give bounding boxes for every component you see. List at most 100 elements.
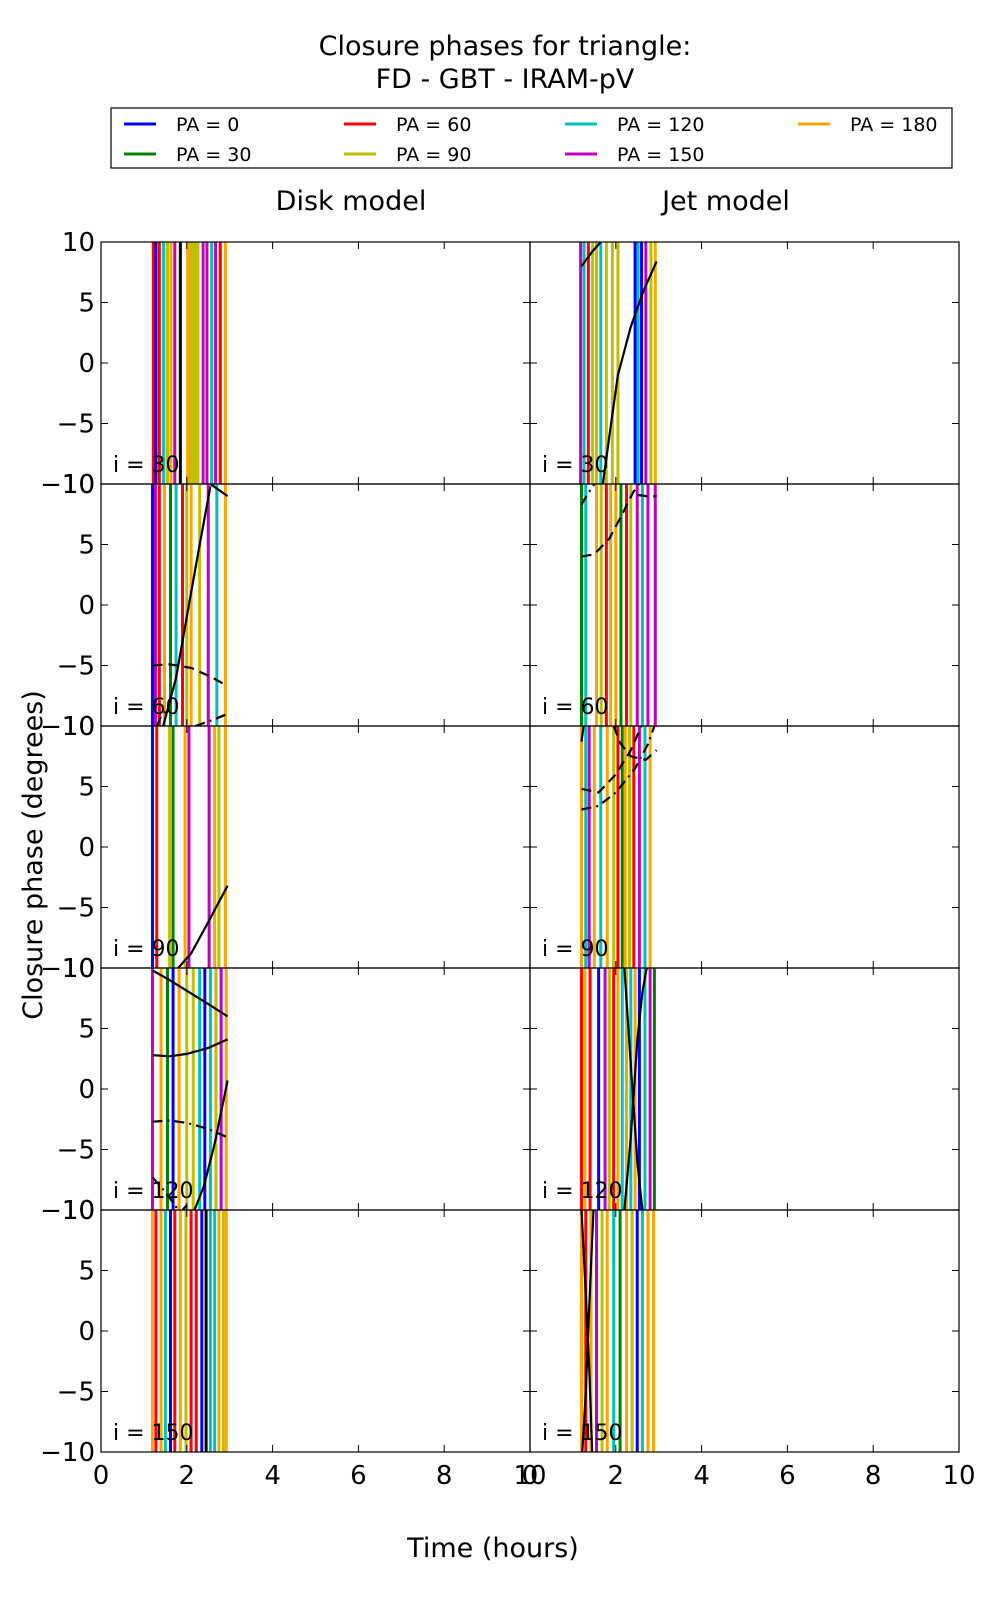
panel-jet-5: 0 2 4 6 8 10 i = 150 — [522, 1209, 976, 1491]
plot-area — [579, 1210, 656, 1452]
x-tick-label: 6 — [779, 1461, 796, 1491]
x-tick-label: 4 — [693, 1461, 710, 1491]
legend-entry: PA = 60 — [344, 114, 471, 136]
y-tick-label: −5 — [57, 894, 95, 924]
panel-jet-3: i = 90 — [529, 725, 960, 969]
y-tick-label: −10 — [40, 954, 95, 984]
panel-jet-4: i = 120 — [529, 967, 960, 1211]
panel-frame — [100, 725, 531, 969]
panel-disk-2: −10 −5 0 5 10 i = 60 — [40, 470, 531, 742]
y-tick-label: 0 — [78, 1317, 95, 1347]
phase-curve — [181, 1204, 188, 1210]
y-tick-label: −10 — [40, 712, 95, 742]
column-title-disk: Disk model — [276, 186, 427, 217]
x-tick-label: 6 — [350, 1461, 367, 1491]
y-axis-label: Closure phase (degrees) — [18, 690, 49, 1020]
inclination-label: i = 60 — [113, 695, 180, 720]
panels: −10 −5 0 5 10 i = 30 i = 30 −10 −5 0 5 10 i = 60 i = … — [40, 228, 975, 1491]
plot-area — [579, 726, 658, 968]
plot-area — [579, 968, 656, 1210]
y-tick-label: 0 — [78, 349, 95, 379]
x-tick-label: 2 — [179, 1461, 196, 1491]
panel-jet-1: i = 30 — [529, 241, 960, 485]
panel-jet-2: i = 60 — [529, 483, 960, 727]
x-tick-label: 0 — [93, 1461, 110, 1491]
legend-entry: PA = 120 — [565, 114, 705, 136]
legend-label: PA = 60 — [396, 114, 471, 136]
inclination-label: i = 150 — [113, 1421, 194, 1446]
phase-curve — [580, 726, 585, 742]
x-tick-label: 8 — [865, 1461, 882, 1491]
y-tick-label: 0 — [78, 591, 95, 621]
panel-frame — [100, 241, 531, 485]
y-tick-label: 10 — [62, 712, 95, 742]
chart-title-line2: FD - GBT - IRAM-pV — [376, 64, 635, 95]
plot-area — [150, 726, 229, 968]
inclination-label: i = 120 — [113, 1179, 194, 1204]
inclination-label: i = 30 — [113, 453, 180, 478]
legend-entry: PA = 0 — [124, 114, 239, 136]
phase-curve — [151, 969, 229, 1018]
y-tick-label: −10 — [40, 1196, 95, 1226]
x-tick-label: 10 — [513, 1461, 546, 1491]
plot-area — [151, 242, 227, 484]
y-tick-label: −5 — [57, 410, 95, 440]
plot-area — [150, 484, 229, 726]
y-tick-label: −5 — [57, 1136, 95, 1166]
inclination-label: i = 30 — [542, 453, 609, 478]
column-title-jet: Jet model — [660, 186, 790, 217]
phase-curve — [151, 1176, 180, 1210]
panel-disk-4: −10 −5 0 5 10 i = 120 — [40, 954, 531, 1226]
y-tick-label: 5 — [78, 531, 95, 561]
phase-curve — [580, 242, 602, 267]
inclination-label: i = 90 — [542, 937, 609, 962]
legend-label: PA = 90 — [396, 144, 471, 166]
legend: PA = 0 PA = 30 PA = 60 PA = 90 PA = 120 PA = … — [110, 107, 953, 169]
chart-title-line1: Closure phases for triangle: — [319, 31, 692, 62]
panel-frame — [529, 241, 960, 485]
panel-frame — [529, 483, 960, 727]
legend-entry: PA = 30 — [124, 144, 251, 166]
phase-curve — [162, 486, 212, 726]
y-tick-label: 10 — [62, 470, 95, 500]
y-tick-label: −10 — [40, 1438, 95, 1468]
y-tick-label: 0 — [78, 833, 95, 863]
legend-box — [110, 107, 953, 169]
y-tick-label: −5 — [57, 1378, 95, 1408]
legend-label: PA = 30 — [176, 144, 251, 166]
panel-disk-3: −10 −5 0 5 10 i = 90 — [40, 712, 531, 984]
phase-curve — [195, 712, 229, 726]
phase-curve — [601, 260, 658, 484]
phase-curve — [623, 968, 644, 1210]
panel-disk-1: −10 −5 0 5 10 i = 30 — [40, 228, 531, 500]
plot-area — [579, 484, 657, 726]
phase-curve — [152, 1038, 229, 1058]
x-tick-label: 10 — [942, 1461, 975, 1491]
x-tick-label: 0 — [522, 1461, 539, 1491]
legend-entry: PA = 150 — [565, 144, 705, 166]
phase-curve — [177, 885, 229, 968]
x-axis-label: Time (hours) — [406, 1533, 579, 1564]
phase-curve — [152, 663, 229, 688]
y-tick-label: 5 — [78, 1015, 95, 1045]
legend-entries: PA = 0 PA = 30 PA = 60 PA = 90 PA = 120 PA = … — [124, 114, 938, 166]
inclination-label: i = 150 — [542, 1421, 623, 1446]
plot-area — [579, 242, 658, 484]
panel-frame — [529, 967, 960, 1211]
plot-area — [150, 1210, 228, 1452]
y-tick-label: 10 — [62, 954, 95, 984]
x-tick-label: 2 — [608, 1461, 625, 1491]
y-tick-label: 5 — [78, 1257, 95, 1287]
panel-frame — [529, 1209, 960, 1453]
phase-curve — [580, 484, 596, 506]
y-tick-label: 0 — [78, 1075, 95, 1105]
legend-entry: PA = 180 — [798, 114, 938, 136]
legend-label: PA = 0 — [176, 114, 239, 136]
phase-curve — [581, 1210, 595, 1452]
phase-curve — [155, 710, 167, 726]
inclination-label: i = 90 — [113, 937, 180, 962]
legend-entry: PA = 90 — [344, 144, 471, 166]
inclination-label: i = 120 — [542, 1179, 623, 1204]
